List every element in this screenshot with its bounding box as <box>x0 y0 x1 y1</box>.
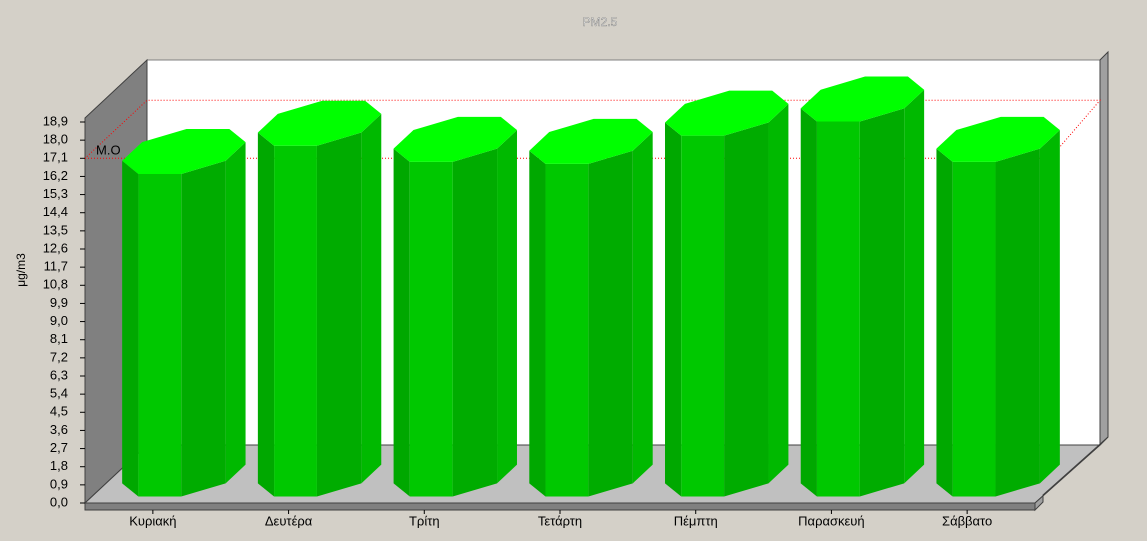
bar <box>529 118 653 497</box>
x-tick-label: Κυριακή <box>129 513 176 528</box>
y-tick-label: 9,0 <box>50 313 68 328</box>
bar-face <box>768 103 789 484</box>
bar-face <box>361 113 382 484</box>
bar-face <box>122 160 139 497</box>
bar-face <box>1039 130 1060 484</box>
y-tick-label: 15,3 <box>43 186 68 201</box>
bar-face <box>936 148 953 497</box>
bar-face <box>545 163 589 497</box>
y-tick-label: 6,3 <box>50 367 68 382</box>
y-tick-label: 14,4 <box>43 204 68 219</box>
y-tick-label: 1,8 <box>50 458 68 473</box>
floor-edge <box>84 502 1036 511</box>
bar-face <box>816 121 860 497</box>
mean-line <box>84 99 1102 159</box>
right-wall <box>1099 50 1109 447</box>
bar-face <box>529 150 546 497</box>
bar-face <box>952 161 996 497</box>
y-tick-label: 0,0 <box>50 494 68 509</box>
bar-top <box>122 128 246 174</box>
bar-face <box>800 108 817 497</box>
bar-face <box>995 148 1040 497</box>
y-tick-label: 10,8 <box>43 277 68 292</box>
bar-face <box>859 108 905 497</box>
bar-face <box>665 122 682 497</box>
bar-face <box>681 135 725 497</box>
bar-face <box>409 161 453 497</box>
bar-face <box>138 173 182 497</box>
bar-face <box>316 132 362 497</box>
bar-top <box>665 90 789 136</box>
y-tick-label: 17,1 <box>43 150 68 165</box>
bar-face <box>588 150 633 497</box>
y-tick-label: 5,4 <box>50 386 68 401</box>
bar-face <box>904 89 925 484</box>
x-tick-label: Σάββατο <box>942 513 992 528</box>
x-tick-label: Τρίτη <box>409 513 440 528</box>
y-tick-label: 4,5 <box>50 404 68 419</box>
mean-label: M.O <box>96 143 121 158</box>
x-tick-label: Δευτέρα <box>265 513 313 528</box>
bar-face <box>632 132 653 484</box>
bar-top <box>393 116 517 162</box>
chart-title: PM2.5 <box>583 15 618 29</box>
bar-top <box>800 76 925 122</box>
y-tick-label: 12,6 <box>43 240 68 255</box>
bar-face <box>452 148 498 497</box>
bar <box>936 116 1060 497</box>
y-tick-label: 7,2 <box>50 349 68 364</box>
bar-face <box>274 145 317 497</box>
y-tick-label: 11,7 <box>44 259 68 274</box>
bar-top <box>529 118 653 164</box>
bar <box>393 116 517 497</box>
bar-face <box>497 130 517 484</box>
y-axis-label: μg/m3 <box>14 253 28 287</box>
bar-face <box>393 148 410 497</box>
bar-face <box>257 132 275 497</box>
bar <box>665 90 789 497</box>
bar <box>800 76 925 497</box>
y-tick-label: 18,0 <box>43 132 68 147</box>
x-tick-label: Παρασκευή <box>798 513 864 528</box>
bar <box>122 128 246 497</box>
floor-side <box>1034 436 1109 512</box>
y-tick-label: 9,9 <box>50 295 68 310</box>
x-tick-label: Τετάρτη <box>538 513 582 528</box>
y-tick-label: 8,1 <box>50 331 68 346</box>
bar-face <box>181 160 226 497</box>
bar-face <box>724 122 769 497</box>
bar-face <box>225 142 246 484</box>
y-tick-label: 18,9 <box>43 113 68 128</box>
bar-top <box>936 116 1060 162</box>
bar-top <box>257 100 382 146</box>
y-tick-label: 13,5 <box>43 222 68 237</box>
x-tick-label: Πέμπτη <box>674 513 718 528</box>
y-tick-label: 16,2 <box>43 168 68 183</box>
y-tick-label: 2,7 <box>50 440 68 455</box>
y-tick-label: 3,6 <box>50 422 68 437</box>
y-tick-label: 0,9 <box>50 476 68 491</box>
bar <box>257 100 382 497</box>
